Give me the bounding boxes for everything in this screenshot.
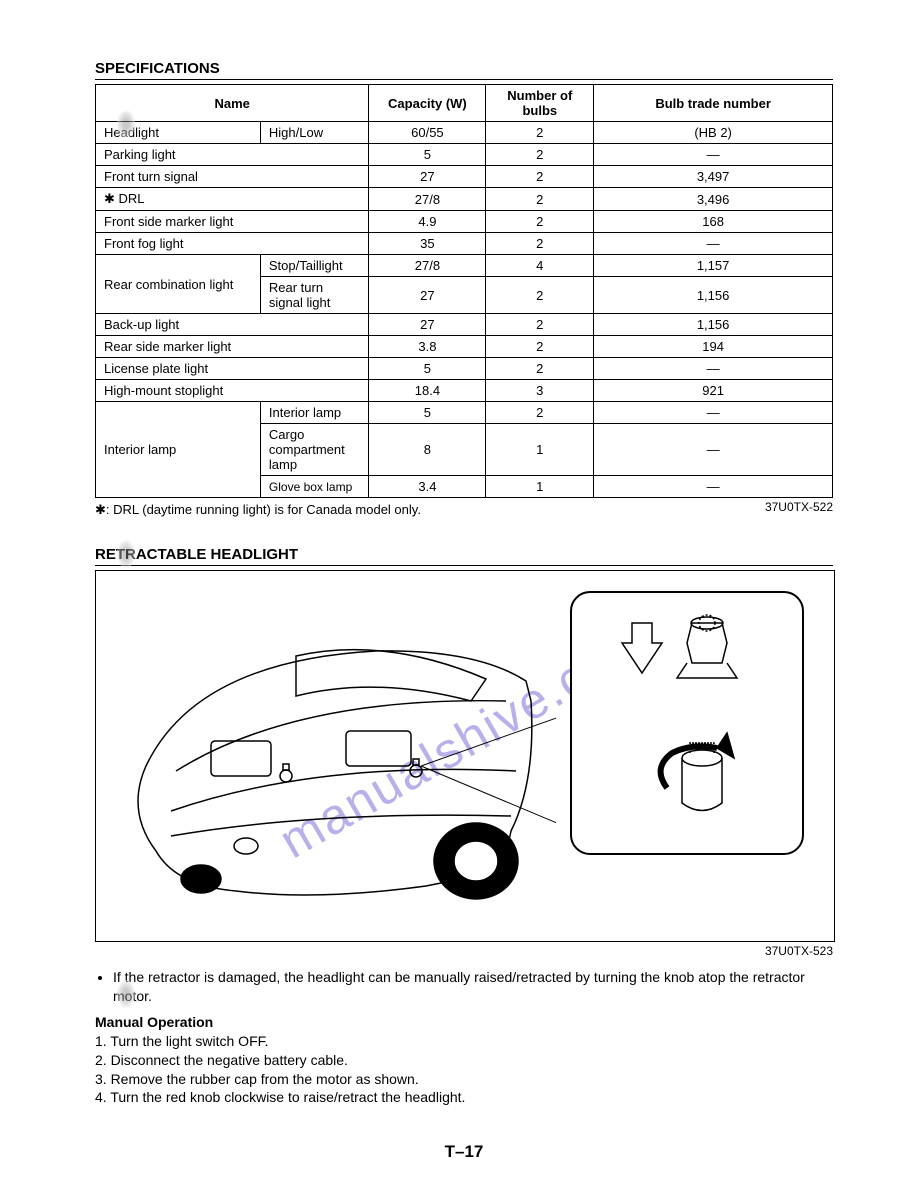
retractable-note: If the retractor is damaged, the headlig…: [95, 968, 833, 1006]
note-bullet: If the retractor is damaged, the headlig…: [113, 968, 833, 1006]
retractable-figure-ref: 37U0TX-523: [95, 944, 833, 958]
table-row: Headlight High/Low 60/55 2 (HB 2): [96, 122, 833, 144]
col-bulbs: Number of bulbs: [486, 85, 594, 122]
step-2: 2. Disconnect the negative battery cable…: [95, 1051, 833, 1070]
table-row: Rear combination light Stop/Taillight 27…: [96, 255, 833, 277]
manual-operation-steps: 1. Turn the light switch OFF. 2. Disconn…: [95, 1032, 833, 1108]
knob-detail-icon: [572, 593, 802, 853]
retractable-section: RETRACTABLE HEADLIGHT manualshive.com: [95, 546, 833, 1107]
specs-footnote: ✱: DRL (daytime running light) is for Ca…: [95, 502, 421, 518]
specs-figure-ref: 37U0TX-522: [765, 500, 833, 514]
col-name: Name: [96, 85, 369, 122]
table-row: Back-up light 27 2 1,156: [96, 314, 833, 336]
specifications-section: SPECIFICATIONS Name Capacity (W) Number …: [95, 60, 833, 518]
table-row: Interior lamp Interior lamp 5 2 —: [96, 402, 833, 424]
retractable-heading: RETRACTABLE HEADLIGHT: [95, 546, 833, 566]
col-trade: Bulb trade number: [594, 85, 833, 122]
specs-table: Name Capacity (W) Number of bulbs Bulb t…: [95, 84, 833, 498]
step-1: 1. Turn the light switch OFF.: [95, 1032, 833, 1051]
table-row: Rear side marker light 3.8 2 194: [96, 336, 833, 358]
manual-operation-heading: Manual Operation: [95, 1014, 833, 1030]
car-illustration: [116, 601, 556, 921]
specs-heading: SPECIFICATIONS: [95, 60, 833, 80]
table-row: High-mount stoplight 18.4 3 921: [96, 380, 833, 402]
table-row: Front side marker light 4.9 2 168: [96, 211, 833, 233]
step-4: 4. Turn the red knob clockwise to raise/…: [95, 1088, 833, 1107]
table-row: Front fog light 35 2 —: [96, 233, 833, 255]
col-capacity: Capacity (W): [369, 85, 486, 122]
step-3: 3. Remove the rubber cap from the motor …: [95, 1070, 833, 1089]
table-row: Parking light 5 2 —: [96, 144, 833, 166]
table-row: ✱ DRL 27/8 2 3,496: [96, 188, 833, 211]
retractable-figure: manualshive.com: [95, 570, 835, 942]
page-number: T–17: [95, 1142, 833, 1162]
table-row: Front turn signal 27 2 3,497: [96, 166, 833, 188]
inset-detail: [570, 591, 804, 855]
table-row: License plate light 5 2 —: [96, 358, 833, 380]
